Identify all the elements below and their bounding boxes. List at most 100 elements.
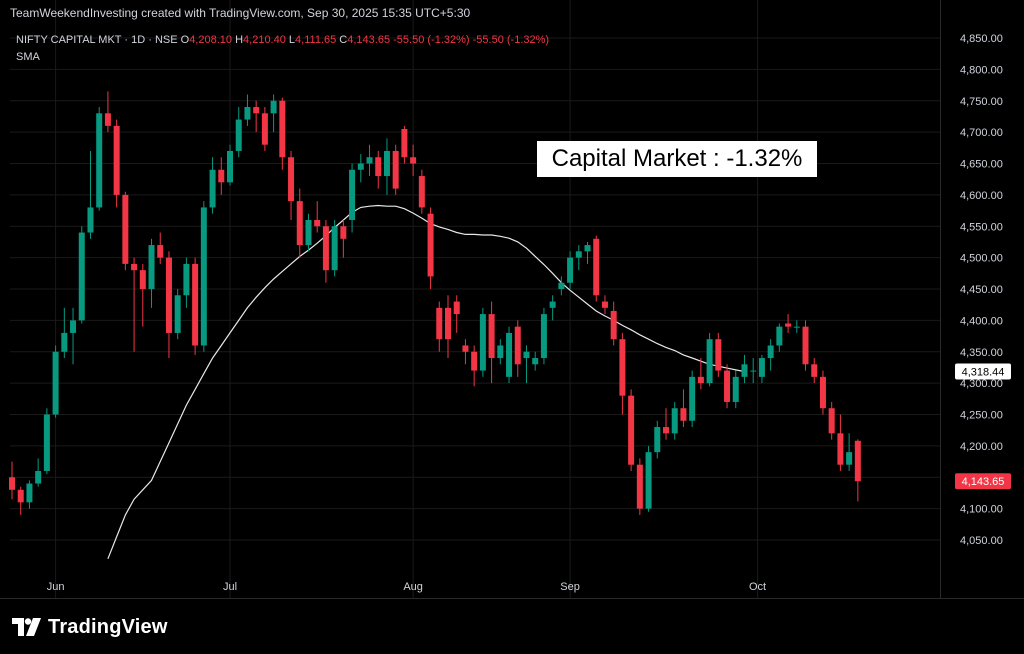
candle-body bbox=[288, 157, 295, 202]
candle-body bbox=[706, 339, 713, 384]
candle-body bbox=[732, 376, 739, 402]
candle-body bbox=[776, 326, 783, 346]
candle bbox=[785, 314, 792, 333]
price-label-text: 4,318.44 bbox=[962, 367, 1005, 379]
candle-body bbox=[453, 301, 460, 315]
candle bbox=[540, 307, 547, 365]
low-value: 4,111.65 bbox=[295, 34, 337, 46]
candle-body bbox=[567, 257, 574, 283]
candle-body bbox=[357, 163, 364, 170]
candle-body bbox=[750, 370, 757, 372]
candle bbox=[340, 219, 347, 258]
low-label: L bbox=[288, 34, 296, 46]
candle bbox=[567, 251, 574, 289]
candle-body bbox=[26, 483, 33, 503]
brand: TradingView bbox=[12, 614, 168, 640]
candle bbox=[689, 370, 696, 428]
candle-body bbox=[70, 320, 77, 333]
symbol-name[interactable]: NIFTY CAPITAL MKT · 1D · NSE bbox=[16, 34, 178, 46]
candle bbox=[61, 307, 68, 359]
candle bbox=[724, 364, 731, 409]
symbol-legend: NIFTY CAPITAL MKT · 1D · NSE O4,208.10 H… bbox=[16, 34, 549, 46]
candle-body bbox=[471, 351, 478, 371]
candle bbox=[680, 389, 687, 428]
candle-body bbox=[200, 207, 207, 346]
candle-body bbox=[558, 282, 565, 289]
candle bbox=[645, 445, 652, 512]
candle bbox=[497, 339, 504, 365]
candle bbox=[227, 144, 233, 186]
candle-body bbox=[593, 238, 600, 296]
candle-body bbox=[305, 219, 312, 246]
candle bbox=[819, 370, 826, 415]
candle-body bbox=[462, 345, 469, 352]
candle bbox=[9, 461, 15, 500]
candle bbox=[305, 213, 312, 252]
candle-body bbox=[601, 301, 608, 308]
candle-body bbox=[235, 119, 242, 151]
candle-body bbox=[122, 194, 129, 264]
candle-body bbox=[410, 157, 417, 164]
high-label: H bbox=[235, 34, 244, 46]
tradingview-logo-icon bbox=[12, 618, 41, 636]
candle bbox=[113, 119, 120, 208]
candle-body bbox=[497, 345, 504, 359]
candle-body bbox=[819, 376, 826, 409]
candle-body bbox=[854, 440, 861, 482]
candle bbox=[488, 301, 495, 384]
x-tick-label: Jul bbox=[223, 581, 237, 593]
candle bbox=[619, 332, 626, 415]
candle bbox=[532, 351, 539, 371]
x-tick-label: Sep bbox=[560, 581, 580, 593]
candle bbox=[357, 154, 364, 183]
candle-body bbox=[741, 364, 748, 377]
candle bbox=[349, 163, 356, 233]
candle bbox=[43, 408, 50, 475]
grid-layer bbox=[10, 0, 940, 598]
y-tick-label: 4,400.00 bbox=[960, 315, 1003, 327]
high-value: 4,210.40 bbox=[243, 34, 286, 46]
candle-body bbox=[523, 351, 530, 359]
y-tick-label: 4,350.00 bbox=[960, 347, 1003, 359]
candle bbox=[549, 295, 556, 321]
candle-body bbox=[139, 270, 146, 289]
y-tick-label: 4,700.00 bbox=[960, 127, 1003, 139]
y-tick-label: 4,650.00 bbox=[960, 159, 1003, 171]
last-price-label: 4,143.65 bbox=[955, 473, 1011, 490]
candle-body bbox=[793, 326, 800, 328]
candle bbox=[523, 345, 530, 384]
candle bbox=[157, 232, 164, 264]
candle-body bbox=[671, 408, 678, 434]
candle-body bbox=[244, 107, 251, 120]
candle-body bbox=[314, 219, 321, 227]
brand-name: TradingView bbox=[48, 615, 168, 638]
candle bbox=[288, 150, 295, 220]
candle bbox=[654, 420, 661, 459]
price-label-text: 4,143.65 bbox=[962, 476, 1005, 488]
y-tick-label: 4,250.00 bbox=[960, 410, 1003, 422]
candle-body bbox=[654, 427, 661, 453]
candle bbox=[35, 458, 42, 487]
candle bbox=[750, 358, 757, 384]
candle bbox=[506, 326, 513, 384]
candle-body bbox=[837, 433, 844, 465]
y-tick-label: 4,300.00 bbox=[960, 378, 1003, 390]
candle bbox=[471, 345, 478, 387]
candle bbox=[715, 332, 722, 377]
y-tick-label: 4,100.00 bbox=[960, 504, 1003, 516]
candle bbox=[70, 307, 77, 365]
candle-body bbox=[218, 169, 225, 183]
candle bbox=[392, 144, 399, 195]
candle bbox=[802, 320, 809, 371]
candle bbox=[401, 125, 408, 164]
indicator-legend[interactable]: SMA bbox=[16, 51, 40, 63]
candle-body bbox=[157, 245, 164, 258]
x-tick-label: Oct bbox=[749, 581, 766, 593]
candle-body bbox=[392, 150, 399, 189]
candle-body bbox=[540, 314, 547, 359]
candle-body bbox=[445, 307, 451, 340]
candle-body bbox=[636, 464, 643, 509]
candle-body bbox=[96, 113, 103, 208]
plot-area bbox=[10, 0, 940, 598]
